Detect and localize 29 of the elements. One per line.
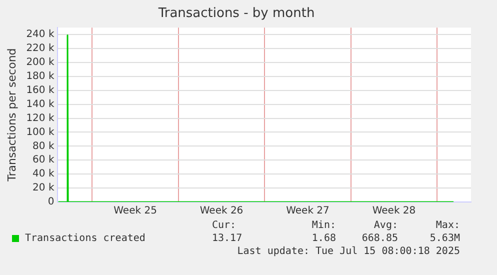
y-tick-label: 40 k xyxy=(32,168,54,180)
text: 668.85 xyxy=(360,233,398,244)
y-tick-label: 140 k xyxy=(26,98,54,110)
y-tick-label: 220 k xyxy=(26,43,54,54)
text: 13.17 xyxy=(212,233,244,244)
text: Max: xyxy=(434,220,460,231)
text: 5.63M xyxy=(428,233,460,244)
x-tick-label: Week 28 xyxy=(372,206,416,217)
y-tick-label: 200 k xyxy=(26,57,54,68)
y-tick-label: 120 k xyxy=(26,112,54,124)
x-tick-label: Week 26 xyxy=(200,206,244,217)
y-axis-title: Transactions per second xyxy=(5,48,18,182)
legend-label: Transactions created xyxy=(25,233,146,244)
y-tick-label: 0 xyxy=(48,196,54,208)
text: Cur: xyxy=(212,220,238,231)
text: Min: xyxy=(310,220,336,231)
chart-title: Transactions - by month xyxy=(157,6,315,22)
y-tick-label: 180 k xyxy=(26,71,54,82)
y-tick-label: 240 k xyxy=(26,29,54,40)
y-tick-label: 80 k xyxy=(32,140,54,152)
x-tick-label: Week 27 xyxy=(286,206,330,217)
x-tick-label: Week 25 xyxy=(114,206,157,217)
y-tick-label: 60 k xyxy=(32,154,54,166)
text: Avg: xyxy=(372,220,398,231)
y-tick-label: 100 k xyxy=(26,126,54,138)
y-tick-label: 20 k xyxy=(32,182,54,194)
text: Last update: Tue Jul 15 08:00:18 2025 xyxy=(236,246,460,257)
y-tick-label: 160 k xyxy=(26,84,54,96)
text: 1.68 xyxy=(310,233,336,244)
